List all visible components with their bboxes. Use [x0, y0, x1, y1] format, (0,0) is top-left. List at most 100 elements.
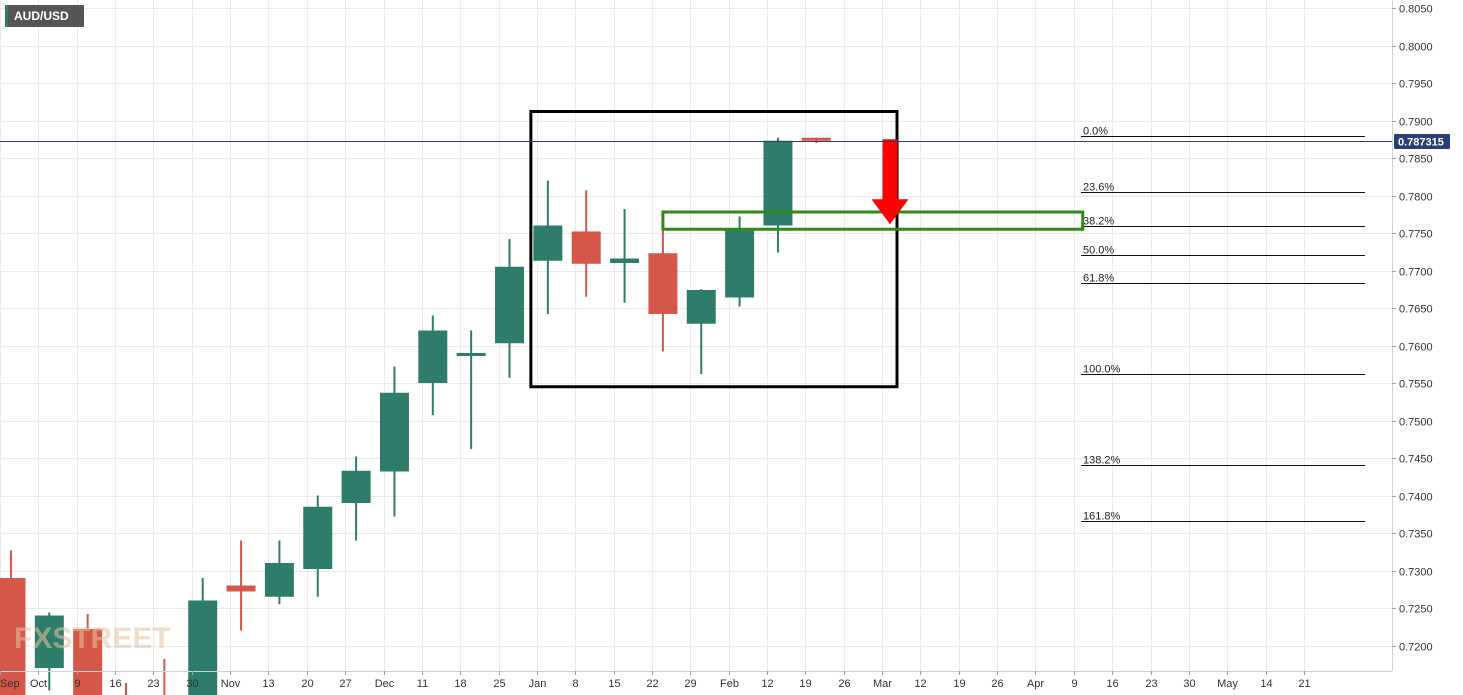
symbol-badge: AUD/USD [5, 5, 84, 27]
down-arrow [871, 139, 909, 225]
y-tick-label: 0.7900 [1399, 117, 1433, 129]
x-tick-label: 16 [109, 678, 121, 690]
fib-level-label: 50.0% [1083, 245, 1114, 257]
y-tick-label: 0.8000 [1399, 42, 1433, 54]
x-tick-label: 19 [799, 678, 811, 690]
fib-level-label: 138.2% [1083, 455, 1121, 467]
y-axis: 0.8050 0.8000 0.7950 0.7900 0.7850 0.7800 0.77… [1392, 4, 1433, 654]
fib-level-label: 100.0% [1083, 364, 1121, 376]
candle-up [303, 495, 333, 597]
candle-body [264, 563, 294, 597]
candle-up [264, 540, 294, 605]
y-tick-label: 0.7700 [1399, 267, 1433, 279]
annotations-front [529, 110, 1085, 389]
x-tick-label: Sep [0, 678, 20, 690]
y-tick-label: 0.7250 [1399, 604, 1433, 616]
x-tick-label: 30 [1183, 678, 1195, 690]
fib-level-label: 61.8% [1083, 273, 1114, 285]
candle-body [533, 225, 563, 261]
x-tick-label: 29 [684, 678, 696, 690]
x-tick-label: 23 [147, 678, 159, 690]
candle-body [73, 629, 103, 695]
x-tick-label: 26 [838, 678, 850, 690]
candle-body [303, 506, 333, 569]
candle-body [648, 253, 678, 314]
candle-body [571, 231, 601, 264]
support-zone [661, 210, 1085, 231]
x-tick-label: Mar [873, 678, 892, 690]
y-tick-label: 0.7550 [1399, 379, 1433, 391]
x-tick-label: 16 [1106, 678, 1118, 690]
current-price-tag: 0.787315 [1394, 134, 1450, 149]
candle-up [379, 366, 409, 517]
fib-level-label: 161.8% [1083, 511, 1121, 523]
candle-up [34, 612, 64, 691]
x-axis: Sep Oct 9 16 23 30 Nov 13 20 27 Dec 11 18 25 Jan 8 15 22 2… [0, 671, 1311, 690]
symbol-badge-accent [5, 5, 8, 27]
fibonacci-levels: 0.0% 23.6% 38.2% 50.0% 61.8% 100.0% 138.2% 161.… [1081, 126, 1365, 523]
symbol-label: AUD/USD [14, 9, 69, 23]
y-tick-label: 0.7450 [1399, 454, 1433, 466]
y-tick-label: 0.7950 [1399, 79, 1433, 91]
x-tick-label: 27 [339, 678, 351, 690]
candle-up [188, 578, 218, 695]
candle-up [610, 209, 640, 303]
x-tick-label: Apr [1027, 678, 1044, 690]
candle-down [0, 550, 26, 695]
x-tick-label: 22 [646, 678, 658, 690]
x-tick-label: 8 [572, 678, 578, 690]
candle-up [495, 239, 525, 378]
candle-down [125, 683, 128, 695]
candle-down [648, 227, 678, 352]
y-tick-label: 0.7350 [1399, 529, 1433, 541]
candle-body [341, 470, 371, 503]
candle-body [495, 266, 525, 344]
x-tick-label: Oct [30, 678, 47, 690]
x-tick-label: 19 [953, 678, 965, 690]
symbol-badge-bg [5, 5, 84, 27]
fib-level-label: 38.2% [1083, 216, 1114, 228]
candle-down [163, 659, 166, 695]
candle-up [686, 289, 716, 374]
x-tick-label: 11 [417, 678, 428, 690]
fib-level-label: 23.6% [1083, 182, 1114, 194]
candle-body [188, 600, 218, 695]
candle-down [801, 137, 831, 143]
x-tick-label: 25 [493, 678, 505, 690]
gridlines [0, 0, 1392, 671]
candle-body [34, 615, 64, 668]
x-tick-label: Nov [221, 678, 241, 690]
y-tick-label: 0.8050 [1399, 4, 1433, 16]
x-tick-label: 20 [301, 678, 313, 690]
candle-body [226, 585, 256, 592]
svg-text:0.787315: 0.787315 [1398, 137, 1444, 149]
y-tick-label: 0.7400 [1399, 492, 1433, 504]
candle-body [610, 258, 640, 263]
svg-text:FXSTREET: FXSTREET [14, 622, 171, 655]
x-tick-label: 21 [1298, 678, 1310, 690]
x-tick-label: May [1217, 678, 1238, 690]
x-tick-label: Dec [375, 678, 395, 690]
y-tick-label: 0.7800 [1399, 192, 1433, 204]
candle-body [801, 137, 831, 141]
candle-body [686, 290, 716, 324]
y-tick-label: 0.7650 [1399, 304, 1433, 316]
candle-down [226, 540, 256, 631]
x-tick-label: 18 [454, 678, 466, 690]
x-tick-label: 12 [914, 678, 926, 690]
candle-up [418, 315, 448, 416]
x-tick-label: 30 [186, 678, 198, 690]
y-tick-label: 0.7300 [1399, 567, 1433, 579]
y-tick-label: 0.7850 [1399, 154, 1433, 166]
x-tick-label: 26 [991, 678, 1003, 690]
candle-body [0, 578, 26, 695]
candle-up [725, 216, 755, 307]
x-tick-label: 13 [262, 678, 274, 690]
candle-body [418, 330, 448, 383]
highlight-box [529, 110, 899, 389]
fib-level-label: 0.0% [1083, 126, 1108, 138]
y-tick-label: 0.7200 [1399, 642, 1433, 654]
x-tick-label: 15 [608, 678, 620, 690]
y-tick-label: 0.7600 [1399, 342, 1433, 354]
